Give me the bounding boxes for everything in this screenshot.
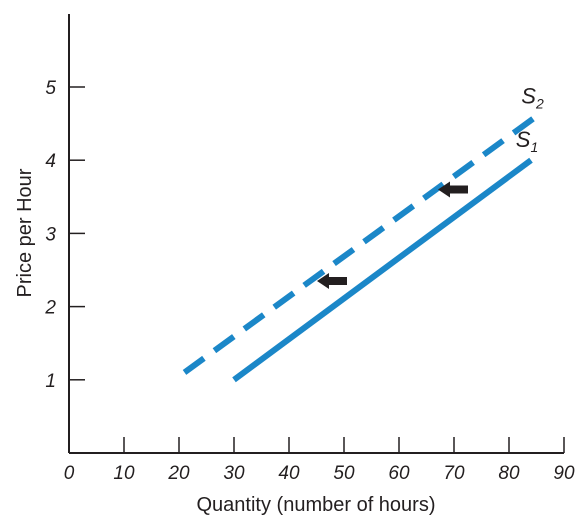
shift-arrows — [317, 181, 468, 289]
x-tick-label-50: 50 — [333, 463, 355, 484]
x-tick-label-30: 30 — [223, 463, 245, 484]
y-tick-label-2: 2 — [44, 298, 56, 319]
y-axis-title: Price per Hour — [14, 168, 36, 297]
series-label-s2: S2 — [521, 83, 544, 111]
series-line-s2 — [182, 113, 539, 375]
series-line-s1 — [232, 157, 533, 383]
x-tick-label-40: 40 — [278, 463, 300, 484]
shift-arrow-2 — [438, 181, 468, 198]
x-tick-label-20: 20 — [167, 463, 190, 484]
x-tick-label-60: 60 — [388, 463, 410, 484]
axes — [68, 14, 564, 454]
series-labels: S1 S2 — [516, 83, 544, 155]
y-tick-label-4: 4 — [45, 151, 56, 172]
shift-arrow-1 — [317, 272, 347, 289]
x-tick-label-0: 0 — [64, 463, 75, 484]
y-tick-label-5: 5 — [45, 78, 56, 99]
y-tick-label-3: 3 — [45, 224, 56, 245]
series-lines — [182, 113, 539, 383]
x-ticks: 0 10 20 30 40 50 60 70 80 90 — [64, 437, 575, 484]
y-tick-label-1: 1 — [45, 371, 56, 392]
x-tick-label-10: 10 — [113, 463, 135, 484]
x-axis-title: Quantity (number of hours) — [197, 494, 436, 516]
x-tick-label-90: 90 — [553, 463, 575, 484]
x-tick-label-70: 70 — [443, 463, 465, 484]
y-ticks: 1 2 3 4 5 — [44, 78, 85, 392]
series-label-s1: S1 — [516, 127, 538, 155]
x-tick-label-80: 80 — [498, 463, 520, 484]
